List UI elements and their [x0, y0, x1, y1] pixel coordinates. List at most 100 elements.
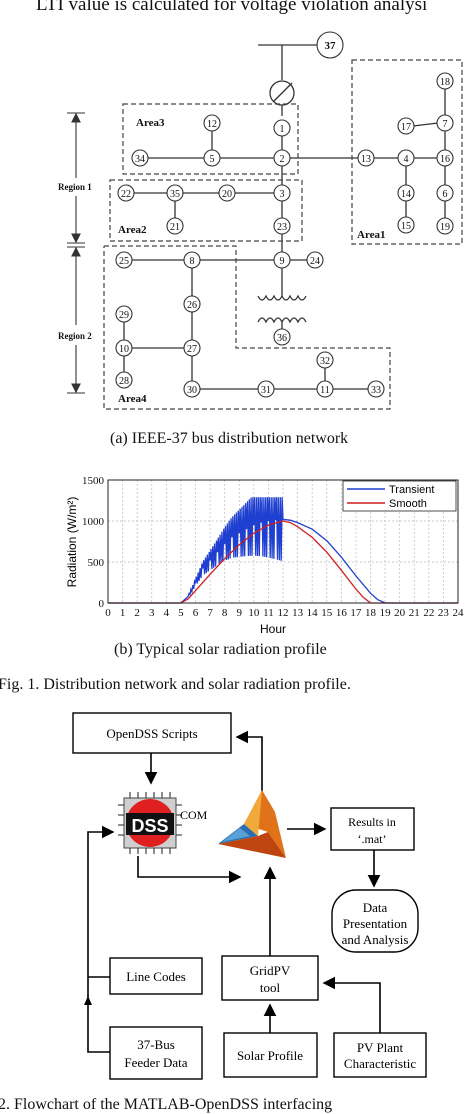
bus-label: 24	[310, 256, 320, 267]
bus-label: 23	[277, 222, 287, 233]
x-tick-label: 16	[336, 607, 348, 619]
bus-label: 29	[119, 310, 129, 321]
chart-legend: Transient Smooth	[342, 480, 457, 512]
region1-label: Region 1	[58, 182, 92, 192]
bus-label: 25	[119, 256, 129, 267]
bus-label: 13	[361, 154, 371, 165]
bus-label: 16	[440, 154, 450, 165]
x-tick-label: 23	[438, 607, 450, 619]
area1-label: Area1	[357, 229, 386, 241]
fig2-caption: 2. Flowchart of the MATLAB-OpenDSS inter…	[0, 1096, 333, 1113]
y-tick-label: 1000	[82, 516, 105, 528]
feeder-label-1: 37-Bus	[137, 1037, 175, 1052]
x-tick-label: 14	[307, 607, 319, 619]
x-tick-label: 2	[134, 607, 140, 619]
bus-label: 35	[170, 189, 180, 200]
bus-label: 7	[443, 119, 448, 130]
x-tick-label: 10	[248, 607, 260, 619]
solar-profile-box	[223, 1032, 318, 1078]
area3-box	[122, 103, 299, 175]
plot-frame	[107, 479, 459, 604]
chart-caption: (b) Typical solar radiation profile	[114, 641, 327, 658]
bus-label: 20	[222, 189, 232, 200]
x-tick-label: 8	[222, 607, 228, 619]
bus-label: 10	[119, 344, 129, 355]
fig1-caption: Fig. 1. Distribution network and solar r…	[0, 676, 351, 693]
network-diagram: 37 1 2 3 4 5 6 7 8 9 10 11 12 13 14 15 1…	[58, 31, 463, 410]
legend-label-smooth: Smooth	[389, 498, 427, 510]
x-tick-label: 22	[423, 607, 434, 619]
gridpv-label-1: GridPV	[250, 963, 291, 978]
bus-label: 31	[261, 385, 271, 396]
pv-plant-label-2: Characteristic	[344, 1056, 416, 1071]
flowchart: DSS COM OpenDSS Scripts Results in ‘.mat…	[72, 712, 427, 1080]
com-label: COM	[180, 808, 208, 822]
area3-label: Area3	[136, 117, 165, 129]
bus-37-label: 37	[325, 40, 337, 52]
radiation-chart: 0 1 2 3 4 5 6 7 8 9 10 11 12 13 14 15 16 17 18 19 20 21 22 23 24…	[65, 475, 464, 636]
gridpv-label-2: tool	[260, 980, 281, 995]
data-presentation-box	[331, 889, 419, 953]
bus-label: 8	[190, 256, 195, 267]
svg-text:DSS: DSS	[131, 816, 168, 836]
line-codes-label: Line Codes	[126, 969, 186, 984]
area1-box	[351, 59, 463, 245]
x-tick-label: 9	[237, 607, 243, 619]
dss-chip-icon: DSS	[118, 792, 182, 854]
bus-label: 30	[187, 385, 197, 396]
bus-label: 26	[187, 300, 197, 311]
bus-label: 34	[135, 154, 145, 165]
x-tick-label: 18	[365, 607, 377, 619]
bus-label: 22	[121, 189, 131, 200]
bus-label: 15	[401, 221, 411, 232]
opendss-scripts-box	[72, 712, 232, 754]
bus-label: 28	[119, 376, 129, 387]
bus-label: 9	[280, 256, 285, 267]
x-tick-label: 21	[409, 607, 420, 619]
bus-label: 17	[401, 122, 411, 133]
gridpv-box	[221, 955, 319, 1001]
bus-label: 1	[280, 124, 285, 135]
chart-xlabel: Hour	[260, 622, 286, 636]
x-tick-label: 15	[321, 607, 333, 619]
legend-label-transient: Transient	[389, 484, 434, 496]
network-caption: (a) IEEE-37 bus distribution network	[110, 430, 349, 447]
bus-label: 36	[277, 333, 287, 344]
results-box	[330, 807, 415, 851]
bus-label: 33	[371, 385, 381, 396]
bus-label: 6	[443, 189, 448, 200]
y-tick-label: 1500	[82, 475, 105, 487]
bus-label: 11	[320, 385, 330, 396]
pv-plant-box	[333, 1032, 427, 1078]
opendss-scripts-label: OpenDSS Scripts	[106, 726, 197, 741]
area2-label: Area2	[118, 224, 147, 236]
chart-series	[108, 497, 458, 604]
bus-label: 3	[280, 189, 285, 200]
x-tick-label: 13	[292, 607, 304, 619]
bus-label: 32	[320, 356, 330, 367]
pv-plant-label-1: PV Plant	[357, 1040, 404, 1055]
series-line-transient	[108, 497, 458, 604]
chart-ylabel: Radiation (W/m²)	[65, 497, 79, 588]
area4-label: Area4	[118, 393, 147, 405]
bus-label: 4	[404, 154, 409, 165]
line-codes-box	[109, 957, 203, 995]
x-tick-label: 12	[278, 607, 289, 619]
x-tick-label: 20	[394, 607, 406, 619]
x-tick-label: 7	[207, 607, 213, 619]
results-label-2: ‘.mat’	[358, 832, 387, 846]
series-line-smooth	[108, 520, 458, 604]
bus-label: 12	[207, 119, 217, 130]
y-tick-label: 500	[88, 557, 105, 569]
x-tick-label: 6	[193, 607, 199, 619]
bus-label: 27	[187, 344, 197, 355]
x-tick-label: 1	[120, 607, 126, 619]
bus-label: 19	[440, 222, 450, 233]
area4-box	[103, 245, 391, 410]
data-label-1: Data	[363, 900, 388, 915]
feeder-data-box	[109, 1026, 203, 1080]
feeder-label-2: Feeder Data	[124, 1055, 187, 1070]
x-tick-label: 11	[263, 607, 274, 619]
bus-label: 2	[280, 154, 285, 165]
results-label-1: Results in	[348, 815, 396, 829]
